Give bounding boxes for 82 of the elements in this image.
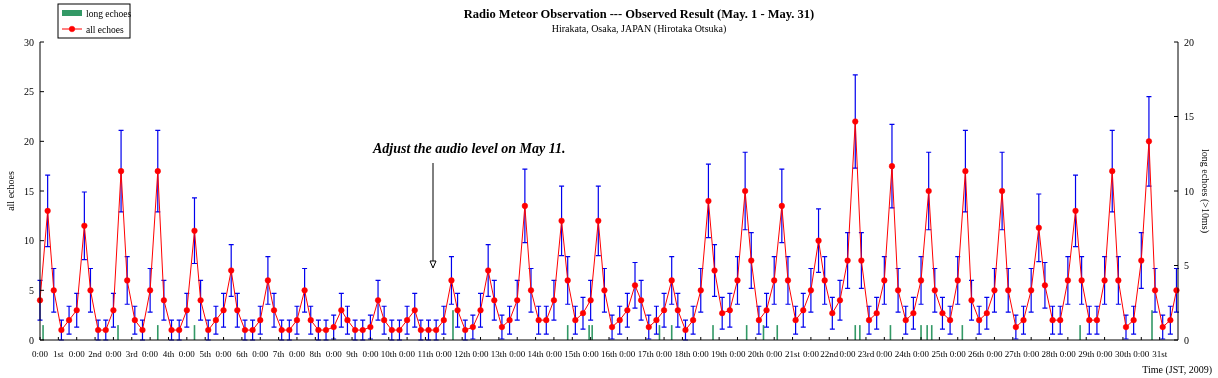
y2-tick-label: 0 — [1184, 334, 1189, 346]
x-tick-label: 16th — [600, 349, 618, 359]
y-tick-label: 5 — [29, 284, 34, 296]
x-tick-label: 9th — [346, 349, 359, 359]
x-tick-label: 3rd — [125, 349, 139, 359]
x-tick-label: 0:00 — [325, 349, 343, 359]
x-tick-label: 17th — [637, 349, 655, 359]
x-tick-label: 0:00 — [288, 349, 306, 359]
x-tick-label: 0:00 — [215, 349, 233, 359]
x-tick-label: 0:00 — [362, 349, 379, 359]
x-tick-label: 0:00 — [1133, 349, 1150, 359]
x-tick-label: 10th — [380, 349, 398, 359]
x-tick-label: 0:00 — [105, 349, 122, 359]
x-tick-label: 0:00 — [802, 349, 820, 359]
x-tick-label: 0:00 — [545, 349, 563, 359]
x-tick-label: 18th — [674, 349, 691, 359]
x-tick-label: 0:00 — [839, 349, 857, 359]
x-axis-title: Time (JST, 2009) — [1142, 364, 1212, 376]
x-tick-label: 0:00 — [656, 349, 673, 359]
x-tick-label: 30th — [1114, 349, 1132, 359]
x-tick-label: 15th — [564, 349, 581, 359]
legend-label: long echoes — [86, 8, 132, 19]
y-tick-label: 0 — [29, 334, 34, 346]
x-tick-label: 24th — [894, 349, 912, 359]
x-tick-label: 2nd — [88, 349, 103, 359]
x-tick-label: 29th — [1078, 349, 1095, 359]
x-tick-label: 11th — [417, 349, 434, 359]
chart-subtitle: Hirakata, Osaka, JAPAN (Hirotaka Otsuka) — [551, 23, 727, 35]
x-tick-label: 0:00 — [876, 349, 893, 359]
x-tick-label: 0:00 — [252, 349, 269, 359]
x-tick-label: 20th — [747, 349, 765, 359]
y2-tick-label: 15 — [1184, 111, 1194, 122]
x-tick-label: 0:00 — [472, 349, 490, 359]
x-tick-label: 1st — [53, 349, 65, 359]
x-tick-label: 25th — [931, 349, 948, 359]
x-tick-label: 8th — [309, 349, 322, 359]
x-tick-label: 0:00 — [178, 349, 196, 359]
x-tick-label: 12th — [454, 349, 471, 359]
x-tick-label: 0:00 — [582, 349, 600, 359]
x-tick-label: 0:00 — [509, 349, 526, 359]
x-tick-label: 7th — [272, 349, 285, 359]
x-tick-label: 31st — [1152, 349, 1168, 359]
y-tick-label: 30 — [24, 36, 34, 48]
y-tick-label: 10 — [24, 235, 34, 247]
x-tick-label: 6th — [236, 349, 249, 359]
x-tick-label: 26th — [968, 349, 985, 359]
x-tick-label: 22nd — [820, 349, 839, 359]
x-tick-label: 0:00 — [949, 349, 967, 359]
x-tick-label: 21st — [785, 349, 801, 359]
x-tick-label: 13th — [490, 349, 508, 359]
y2-tick-label: 5 — [1184, 260, 1189, 271]
x-tick-label: 5th — [199, 349, 212, 359]
x-tick-label: 23rd — [857, 349, 875, 359]
y-tick-label: 20 — [24, 135, 34, 147]
x-tick-label: 0:00 — [913, 349, 930, 359]
y2-tick-label: 20 — [1184, 36, 1194, 48]
legend-label: all echoes — [86, 24, 125, 35]
x-tick-label: 4th — [162, 349, 175, 359]
chart-title: Radio Meteor Observation --- Observed Result (May. 1 - May. 31) — [463, 7, 815, 21]
y-tick-label: 15 — [24, 185, 34, 197]
x-tick-label: 19th — [711, 349, 728, 359]
x-tick-label: 27th — [1004, 349, 1022, 359]
x-tick-label: 0:00 — [766, 349, 783, 359]
x-tick-label: 0:00 — [1023, 349, 1040, 359]
x-tick-label: 0:00 — [399, 349, 416, 359]
x-tick-label: 28th — [1041, 349, 1059, 359]
x-tick-label: 0:00 — [986, 349, 1003, 359]
x-tick-label: 14th — [527, 349, 545, 359]
y2-axis-title: long echoes (>10ms) — [1199, 149, 1211, 233]
x-tick-label: 0:00 — [619, 349, 636, 359]
y-axis-title: all echoes — [5, 171, 16, 211]
x-tick-label: 0:00 — [435, 349, 453, 359]
x-tick-label: 0:00 — [692, 349, 710, 359]
x-tick-label: 0:00 — [729, 349, 746, 359]
x-tick-label: 0:00 — [1059, 349, 1077, 359]
annotation: Adjust the audio level on May 11. — [372, 141, 566, 156]
y2-tick-label: 10 — [1184, 185, 1194, 197]
x-tick-label: 0:00 — [68, 349, 86, 359]
x-tick-label: 0:00 — [1096, 349, 1114, 359]
x-tick-label: 0:00 — [142, 349, 159, 359]
x-tick-label: 0:00 — [31, 349, 49, 359]
y-tick-label: 25 — [24, 86, 34, 98]
